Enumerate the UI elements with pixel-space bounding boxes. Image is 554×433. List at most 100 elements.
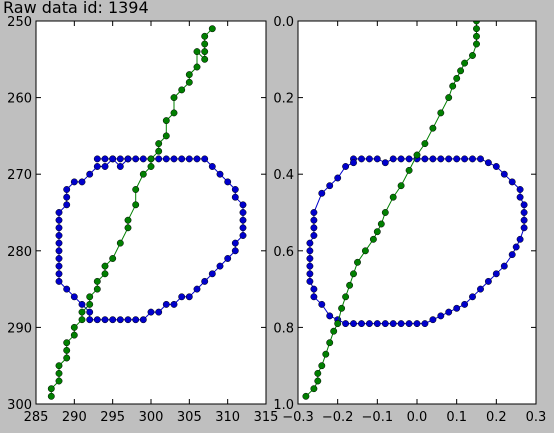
data-point <box>445 308 453 316</box>
data-point <box>47 392 55 400</box>
data-point <box>132 155 140 163</box>
data-point <box>201 40 209 48</box>
figure-title: Raw data id: 1394 <box>3 0 149 17</box>
data-point <box>231 186 239 193</box>
data-point <box>239 216 247 224</box>
data-point <box>178 155 186 163</box>
data-point <box>481 10 487 16</box>
plot-area <box>36 21 266 404</box>
data-point <box>101 163 109 170</box>
data-point <box>170 94 178 102</box>
data-point <box>445 94 453 102</box>
data-point <box>520 216 528 224</box>
data-point <box>201 277 209 285</box>
data-point <box>469 155 476 163</box>
data-point <box>109 255 117 262</box>
data-point <box>306 255 314 262</box>
data-point <box>124 316 132 324</box>
data-point <box>453 304 461 312</box>
data-point <box>208 25 216 33</box>
data-point <box>208 270 216 278</box>
plot-marks <box>47 25 247 400</box>
data-point <box>231 239 239 247</box>
y-tick-label: 280 <box>7 245 32 260</box>
data-point <box>500 262 508 270</box>
plot-marks <box>302 10 528 400</box>
data-point <box>55 209 63 216</box>
data-point <box>78 300 86 308</box>
data-point <box>413 151 421 159</box>
data-point <box>346 281 354 289</box>
data-point <box>508 178 516 186</box>
data-point <box>318 300 326 308</box>
data-point <box>132 316 140 324</box>
data-point <box>201 155 209 163</box>
data-point <box>310 216 318 224</box>
data-point <box>55 239 63 247</box>
data-point <box>231 247 239 255</box>
data-point <box>477 285 484 293</box>
data-point <box>350 159 357 167</box>
chart-panel-2: −0.3 −0.2 −0.1 0.0 0.1 0.2 0.3 0.0 0.2 0.4 0.6 0.8 1… <box>273 10 546 425</box>
data-point <box>185 78 193 86</box>
data-point <box>139 170 147 178</box>
data-point <box>78 308 86 316</box>
data-point <box>318 362 326 370</box>
data-point <box>170 155 178 163</box>
y-tick-label: 1.0 <box>273 398 294 413</box>
data-point <box>155 155 163 163</box>
data-point <box>381 159 389 167</box>
data-point <box>373 155 381 163</box>
data-point <box>101 270 109 278</box>
data-point <box>389 155 397 163</box>
data-point <box>86 170 94 178</box>
data-point <box>124 216 132 224</box>
x-tick-label: 0.0 <box>407 410 428 425</box>
data-point <box>520 201 528 209</box>
data-point <box>86 293 94 301</box>
data-point <box>373 228 381 236</box>
data-point <box>310 232 318 239</box>
data-point <box>70 293 78 301</box>
y-tick-label: 290 <box>7 321 32 336</box>
data-point <box>306 277 314 285</box>
data-point <box>147 308 155 316</box>
y-tick-label: 250 <box>7 15 32 30</box>
data-point <box>162 155 170 163</box>
data-point <box>208 163 216 170</box>
data-point <box>231 193 239 201</box>
data-point <box>239 224 247 232</box>
data-point <box>516 193 524 201</box>
data-point <box>201 32 209 40</box>
data-point <box>116 316 124 324</box>
data-point <box>520 224 528 232</box>
data-point <box>224 178 232 186</box>
data-point <box>310 285 318 293</box>
data-point <box>116 239 124 247</box>
data-point <box>405 155 413 163</box>
data-point <box>342 320 350 328</box>
data-point <box>185 71 193 79</box>
y-tick-label: 0.4 <box>273 168 294 183</box>
data-point <box>326 312 334 320</box>
data-point <box>334 174 342 182</box>
data-point <box>63 285 71 293</box>
data-point <box>453 155 461 163</box>
data-point <box>63 201 71 209</box>
data-point <box>86 316 94 324</box>
data-point <box>358 320 365 328</box>
data-point <box>405 166 413 174</box>
data-point <box>101 316 109 324</box>
data-point <box>310 224 318 232</box>
data-point <box>484 159 492 167</box>
data-point <box>132 201 140 209</box>
data-point <box>63 339 71 347</box>
data-point <box>124 224 132 232</box>
data-point <box>492 270 500 278</box>
data-point <box>354 258 361 266</box>
data-point <box>469 293 476 301</box>
data-point <box>397 320 405 328</box>
data-point <box>55 369 63 377</box>
data-point <box>314 377 322 385</box>
data-point <box>473 32 480 40</box>
